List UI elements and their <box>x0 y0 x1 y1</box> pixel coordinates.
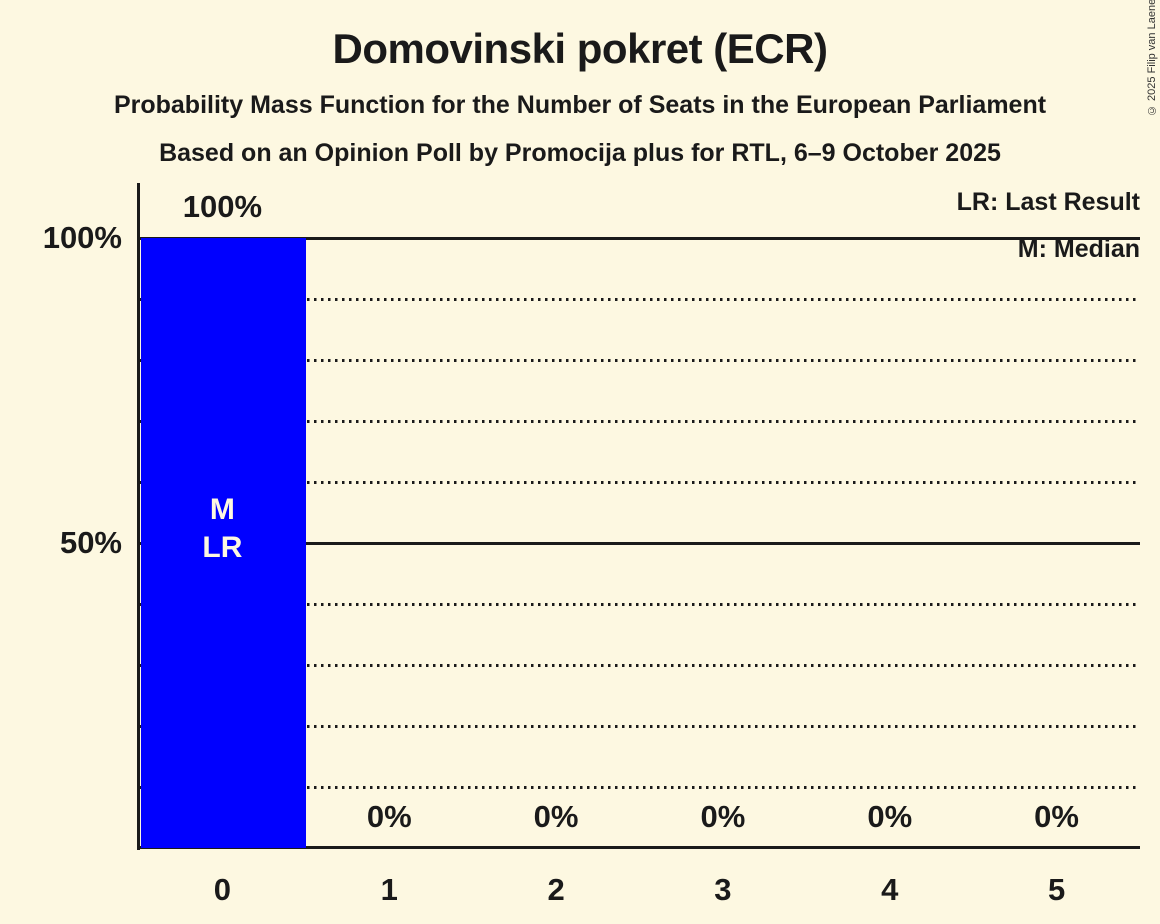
x-axis-label-3: 3 <box>714 872 732 907</box>
legend-median: M: Median <box>1017 235 1140 263</box>
x-axis-label-1: 1 <box>380 872 398 907</box>
y-axis-line <box>137 183 140 850</box>
bar-value-label-0: 100% <box>182 189 263 224</box>
x-axis-label-0: 0 <box>213 872 232 907</box>
legend-last-result: LR: Last Result <box>956 188 1140 216</box>
bar-0 <box>140 238 306 848</box>
bar-annotation-0: M LR <box>152 491 292 567</box>
chart-subtitle-line1: Probability Mass Function for the Number… <box>113 91 1047 119</box>
bar-value-label-4: 0% <box>867 799 913 834</box>
y-axis-label-100: 100% <box>42 220 122 255</box>
x-axis-label-4: 4 <box>881 872 899 907</box>
y-axis-label-50: 50% <box>59 525 122 560</box>
bar-value-label-5: 0% <box>1034 799 1079 834</box>
x-axis-label-5: 5 <box>1047 872 1066 907</box>
last-result-marker: LR <box>202 531 243 564</box>
bar-value-label-3: 0% <box>700 799 746 834</box>
x-axis-line <box>137 846 1140 849</box>
chart-subtitle-line2: Based on an Opinion Poll by Promocija pl… <box>159 139 1001 167</box>
page-title: Domovinski pokret (ECR) <box>332 25 828 72</box>
x-axis-label-2: 2 <box>547 872 565 907</box>
median-marker: M <box>209 493 235 526</box>
bar-value-label-2: 0% <box>533 799 579 834</box>
bar-value-label-1: 0% <box>366 799 412 834</box>
